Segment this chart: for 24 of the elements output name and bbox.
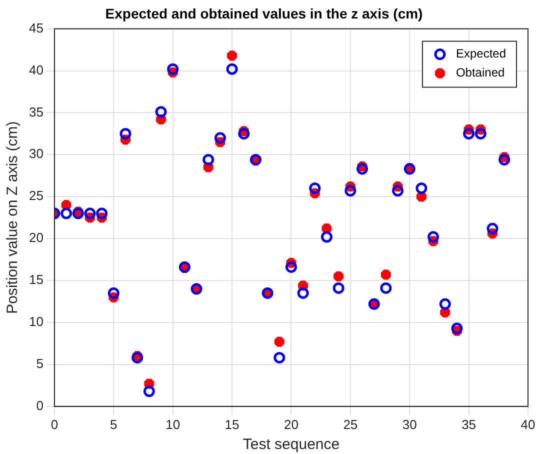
- y-tick-label: 0: [36, 398, 44, 413]
- x-axis-title: Test sequence: [242, 436, 340, 454]
- x-tick-label: 15: [224, 416, 240, 432]
- x-tick-label: 25: [343, 416, 358, 432]
- y-tick-label: 40: [28, 62, 44, 78]
- x-tick-label: 30: [402, 416, 417, 432]
- y-tick-label: 15: [28, 272, 44, 288]
- y-tick-label: 20: [28, 230, 44, 246]
- x-tick-label: 0: [50, 416, 58, 432]
- chart-title: Expected and obtained values in the z axis (cm): [105, 5, 423, 22]
- y-tick-label: 45: [28, 20, 44, 36]
- y-axis-title: Position value on Z axis (cm): [4, 121, 22, 314]
- y-tick-label: 10: [28, 314, 44, 330]
- x-tick-label: 20: [284, 416, 298, 432]
- x-tick-label: 5: [110, 416, 118, 432]
- legend-label: Obtained: [456, 66, 505, 80]
- x-tick-label: 35: [462, 416, 476, 432]
- y-tick-label: 30: [28, 146, 44, 162]
- x-tick-label: 40: [520, 416, 536, 432]
- y-tick-label: 5: [36, 356, 44, 372]
- y-tick-label: 35: [28, 104, 44, 120]
- y-tick-label: 25: [28, 188, 44, 204]
- legend-label: Expected: [456, 46, 506, 61]
- x-tick-label: 10: [166, 416, 180, 432]
